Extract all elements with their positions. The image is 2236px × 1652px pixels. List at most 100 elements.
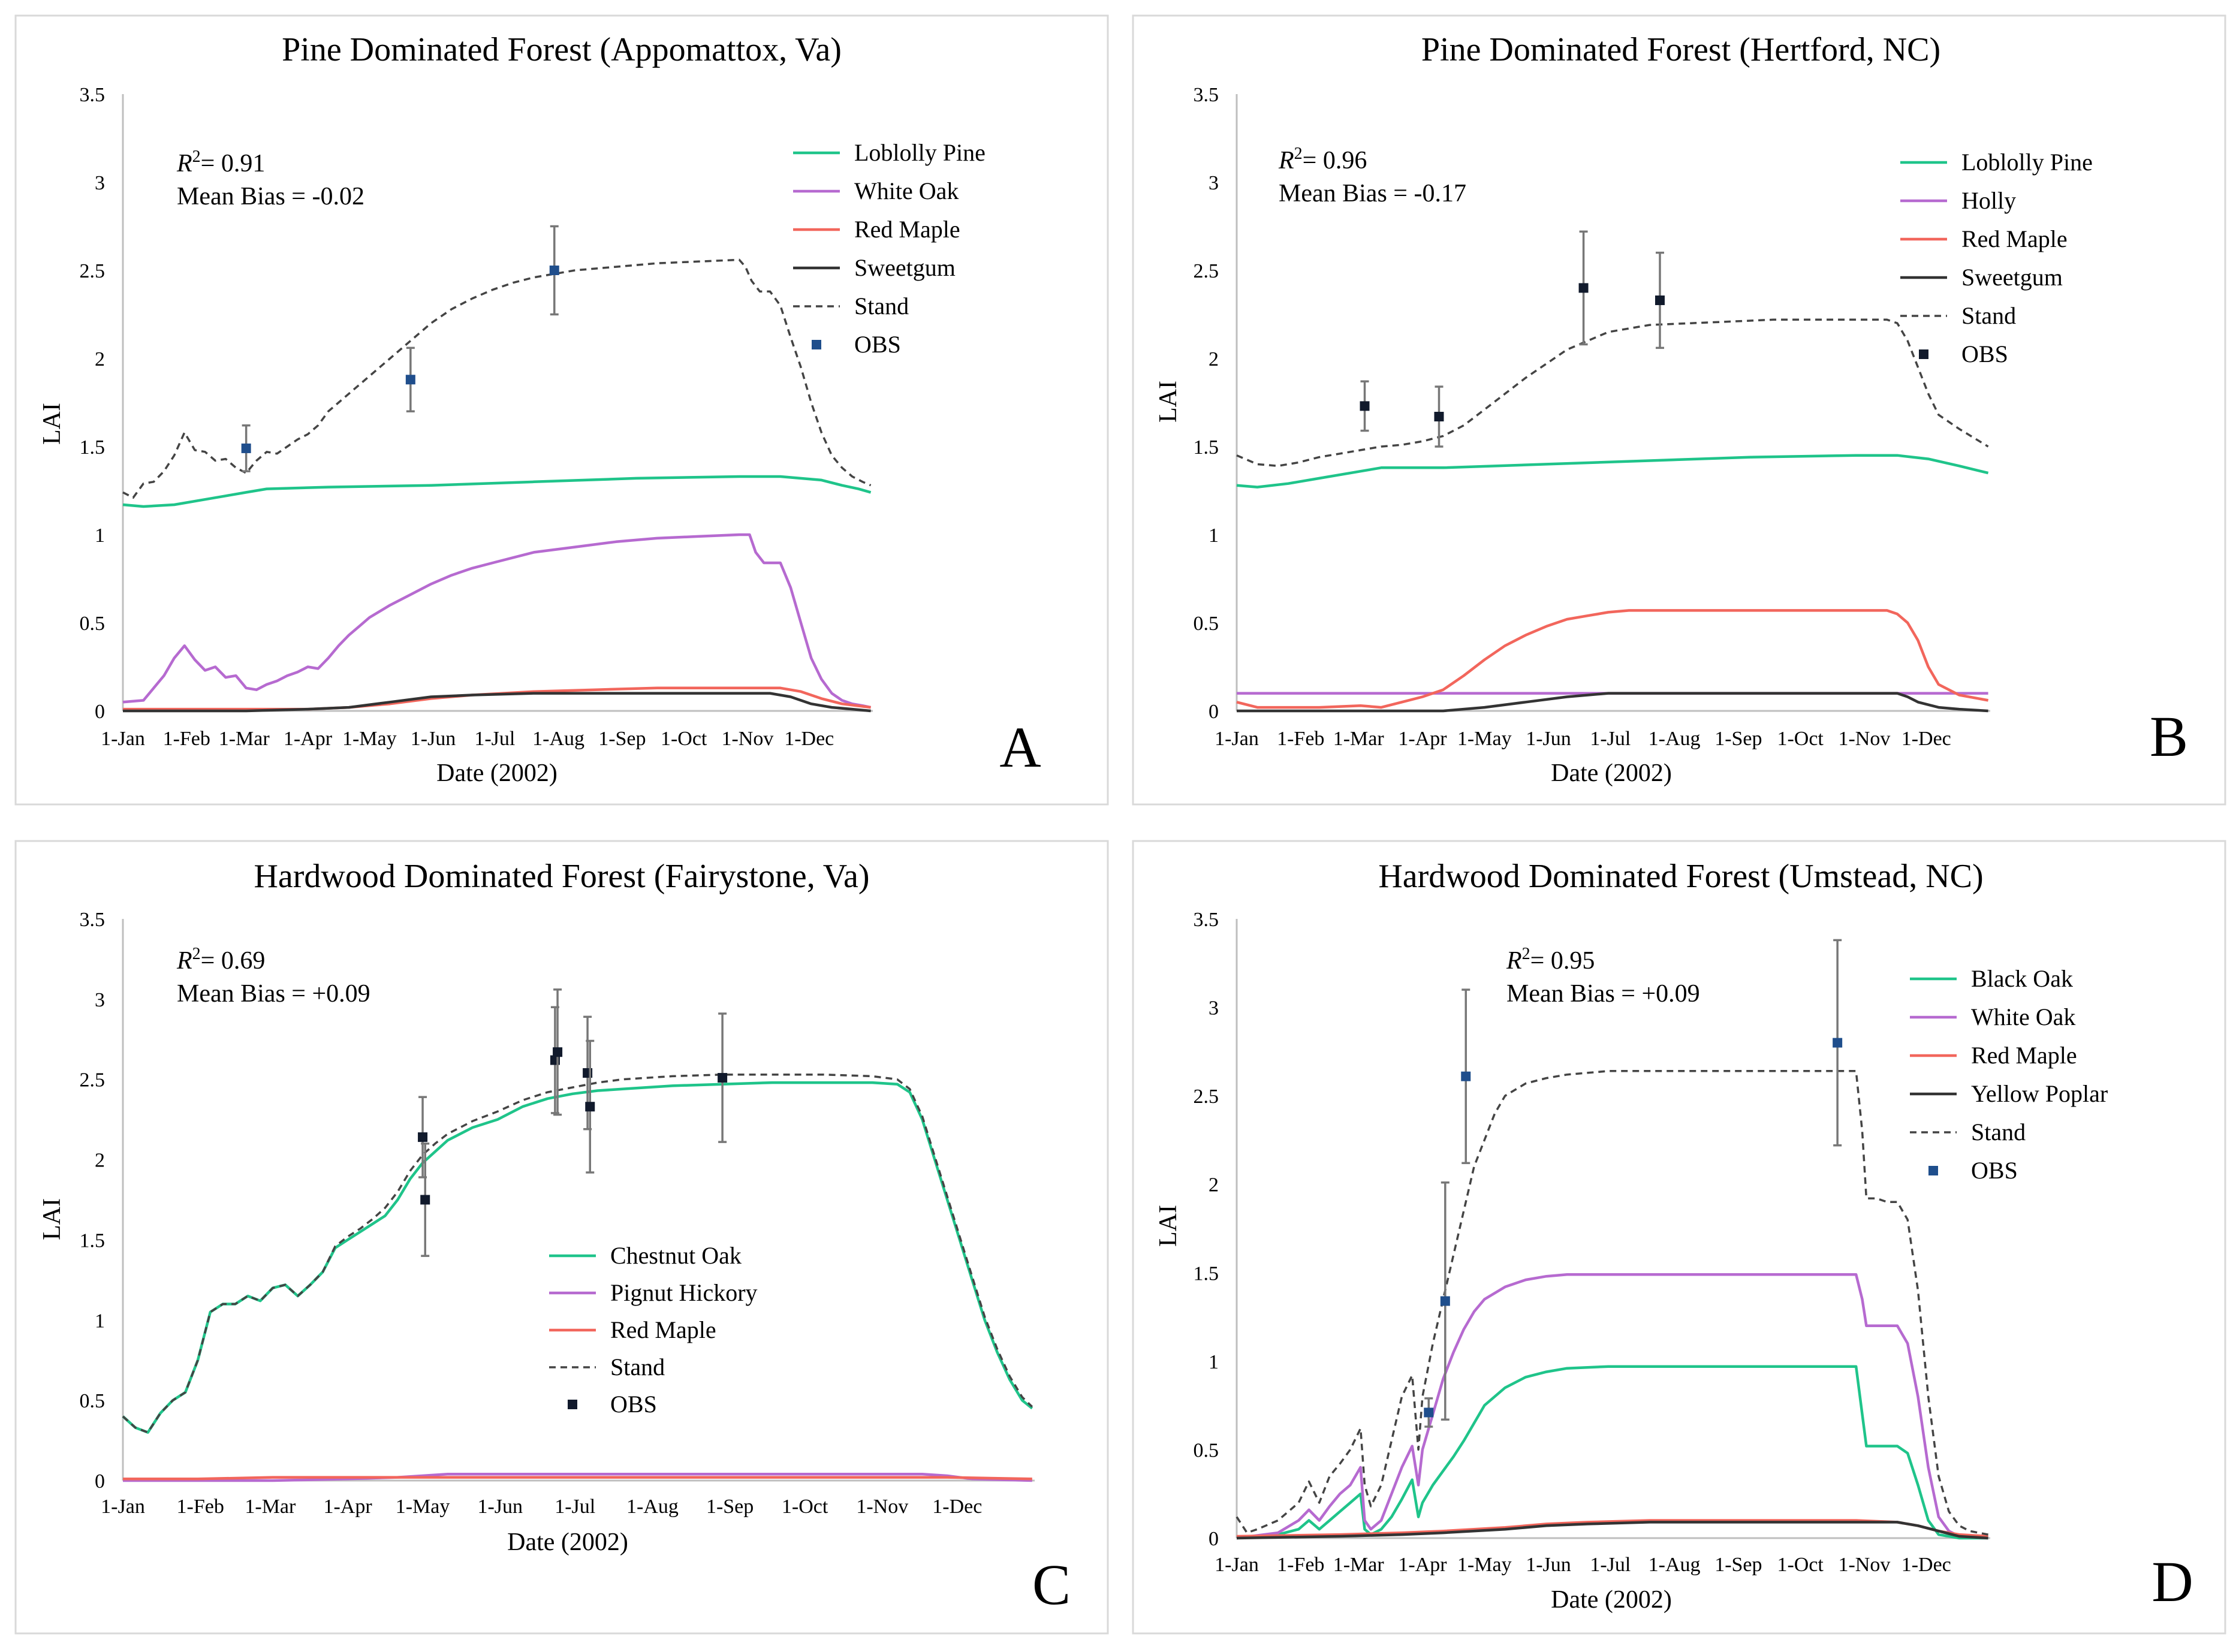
panel-b-series-loblolly-pine <box>1236 454 1989 489</box>
panel-d-obs-point <box>1424 1407 1434 1418</box>
panel-b-legend-obs-marker <box>1919 349 1928 359</box>
panel-c-xtick-label: 1-Aug <box>626 1496 679 1518</box>
panel-a-xtick-label: 1-Jan <box>101 728 145 750</box>
panel-a: Pine Dominated Forest (Appomattox, Va) L… <box>14 14 1109 806</box>
panel-a-obs-point <box>405 375 415 385</box>
panel-b-series-stand <box>1236 318 1989 468</box>
panel-c-series-pignut-hickory <box>123 1473 1032 1482</box>
panel-c-obs-point <box>553 1047 563 1057</box>
panel-a-ylabel: LAI <box>38 403 66 445</box>
panel-a-series-white-oak <box>122 533 872 709</box>
panel-a-legend-label: Stand <box>854 293 909 319</box>
panel-d-legend-label: Red Maple <box>1971 1042 2077 1069</box>
panel-b-obs-point <box>1434 412 1444 422</box>
panel-a-letter: A <box>999 715 1041 779</box>
panel-a-ytick-label: 3 <box>95 172 105 194</box>
panel-d-xtick-label: 1-May <box>1457 1554 1512 1576</box>
panel-b-series-sweetgum <box>1237 692 1988 713</box>
panel-c-letter: C <box>1032 1552 1071 1617</box>
panel-a-xtick-label: 1-Jul <box>474 728 515 750</box>
panel-b-xtick-label: 1-Apr <box>1398 728 1447 750</box>
panel-c-ylabel: LAI <box>38 1198 66 1240</box>
panel-d-xtick-label: 1-Dec <box>1901 1554 1951 1576</box>
panel-b-ylabel: LAI <box>1155 381 1182 423</box>
panel-a-xtick-label: 1-Jun <box>411 728 456 750</box>
panel-a-legend-label: White Oak <box>854 177 959 204</box>
panel-d-legend-label: OBS <box>1971 1157 2018 1184</box>
panel-b-ytick-label: 0 <box>1209 701 1219 723</box>
panel-a-ytick-label: 2.5 <box>80 260 106 282</box>
panel-b-xtick-label: 1-Nov <box>1838 728 1890 750</box>
panel-c-xtick-label: 1-Oct <box>782 1496 828 1518</box>
panel-c-xtick-label: 1-Dec <box>932 1496 982 1518</box>
panel-a-series-sweetgum <box>123 692 871 713</box>
panel-b-legend-label: Red Maple <box>1961 225 2068 252</box>
panel-b-legend-label: OBS <box>1961 340 2008 367</box>
panel-a-border <box>14 14 1109 806</box>
panel-c-legend-label: Stand <box>610 1353 665 1380</box>
panel-a-legend-obs-marker <box>812 340 821 349</box>
panel-c-r2: R2= 0.69 <box>176 945 265 975</box>
panel-d-xtick-label: 1-Aug <box>1649 1554 1701 1576</box>
panel-a-bias: Mean Bias = -0.02 <box>177 183 364 210</box>
panel-d-ylabel: LAI <box>1155 1205 1182 1247</box>
panel-a-title: Pine Dominated Forest (Appomattox, Va) <box>282 31 842 68</box>
panel-d-ytick-label: 0.5 <box>1194 1439 1219 1461</box>
panel-b-series-red-maple <box>1236 609 1989 709</box>
panel-c-legend-label: Pignut Hickory <box>610 1279 758 1306</box>
panel-a-legend-label: Sweetgum <box>854 254 956 281</box>
panel-b-border <box>1132 14 2226 806</box>
panel-a-ytick-label: 1.5 <box>80 436 106 459</box>
panel-b-legend-label: Loblolly Pine <box>1961 149 2093 176</box>
panel-c-xtick-label: 1-Jul <box>555 1496 595 1518</box>
panel-b-title: Pine Dominated Forest (Hertford, NC) <box>1421 31 1940 68</box>
panel-c-xtick-label: 1-Jan <box>101 1496 145 1518</box>
panel-a-xtick-label: 1-May <box>342 728 397 750</box>
panel-a-xtick-label: 1-Nov <box>721 728 773 750</box>
panel-b-legend-label: Stand <box>1961 302 2016 329</box>
panel-d-xtick-label: 1-Mar <box>1333 1554 1385 1576</box>
panel-d-bias: Mean Bias = +0.09 <box>1506 980 1700 1008</box>
panel-d-ytick-label: 2.5 <box>1194 1086 1219 1108</box>
panel-c-xtick-label: 1-Feb <box>177 1496 224 1518</box>
panel-a-legend-label: Loblolly Pine <box>854 139 986 166</box>
panel-a-obs-point <box>241 443 251 453</box>
panel-b-ytick-label: 0.5 <box>1194 613 1219 635</box>
panel-d-ytick-label: 3.5 <box>1194 909 1219 931</box>
panel-c-xlabel: Date (2002) <box>507 1529 628 1556</box>
panel-a-xtick-label: 1-Feb <box>163 728 210 750</box>
panel-c-xtick-label: 1-May <box>396 1496 450 1518</box>
panel-c-series-chestnut-oak <box>122 1081 1033 1434</box>
panel-d-obs-point <box>1833 1038 1843 1048</box>
panel-c-xtick-label: 1-Mar <box>245 1496 296 1518</box>
panel-b-ytick-label: 1.5 <box>1194 436 1219 459</box>
panel-c-obs-point <box>718 1073 728 1083</box>
panel-c-obs-point <box>420 1195 430 1205</box>
panel-d-series-yellow-poplar <box>1236 1521 1988 1540</box>
panel-c-xtick-label: 1-Sep <box>706 1496 754 1518</box>
panel-b-xtick-label: 1-Aug <box>1649 728 1701 750</box>
panel-c-xtick-label: 1-Apr <box>323 1496 372 1518</box>
panel-c-ytick-label: 1 <box>95 1310 105 1332</box>
panel-a-xtick-label: 1-Dec <box>784 728 834 750</box>
panel-d-legend-label: Stand <box>1971 1119 2026 1145</box>
panel-b-xtick-label: 1-May <box>1457 728 1512 750</box>
panel-c-xtick-label: 1-Nov <box>856 1496 908 1518</box>
panel-c-series-stand <box>122 1073 1033 1434</box>
panel-d-legend-label: Black Oak <box>1971 965 2073 992</box>
panel-b-obs-point <box>1360 401 1370 411</box>
panel-b-xlabel: Date (2002) <box>1551 759 1672 787</box>
panel-d-ytick-label: 1 <box>1209 1351 1219 1373</box>
panel-c-legend-obs-marker <box>568 1400 577 1409</box>
panel-a-ytick-label: 1 <box>95 524 105 547</box>
panel-d-xtick-label: 1-Jan <box>1215 1554 1259 1576</box>
panel-b-xtick-label: 1-Jul <box>1590 728 1631 750</box>
panel-b-xtick-label: 1-Jun <box>1526 728 1571 750</box>
panel-d-ytick-label: 3 <box>1209 997 1219 1020</box>
panel-c-obs-point <box>418 1132 428 1142</box>
panel-c-ytick-label: 0 <box>95 1470 105 1493</box>
panel-d-xtick-label: 1-Feb <box>1277 1554 1324 1576</box>
panel-c-obs-point <box>585 1102 595 1112</box>
panel-b-ytick-label: 3 <box>1209 172 1219 194</box>
